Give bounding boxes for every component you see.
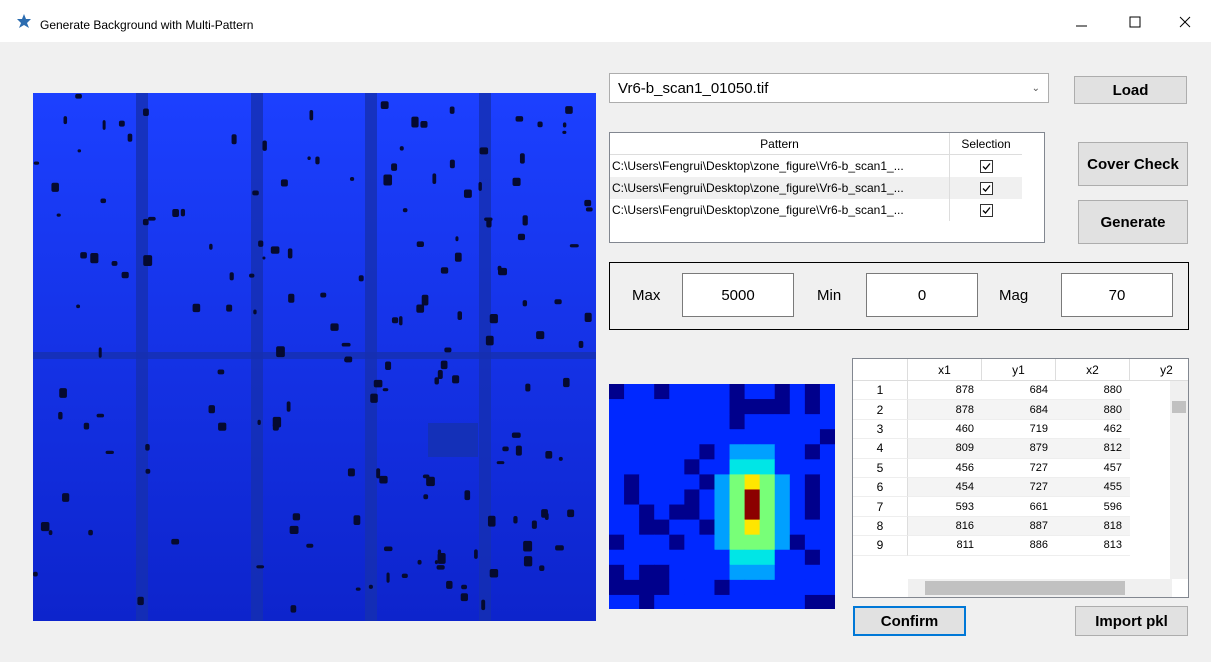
coord-cell: 809 (908, 439, 982, 458)
file-name: Vr6-b_scan1_01050.tif (618, 80, 768, 97)
pattern-path: C:\Users\Fengrui\Desktop\zone_figure\Vr6… (610, 177, 950, 199)
pattern-path: C:\Users\Fengrui\Desktop\zone_figure\Vr6… (610, 155, 950, 177)
coord-cell: 462 (1056, 420, 1130, 439)
coord-cell: 878 (908, 381, 982, 400)
coord-cell: 879 (982, 439, 1056, 458)
selection-checkbox[interactable] (950, 199, 1022, 221)
row-index: 6 (853, 478, 908, 497)
row-index: 4 (853, 439, 908, 458)
cover-check-button[interactable]: Cover Check (1078, 142, 1188, 186)
row-index: 5 (853, 459, 908, 478)
coord-cell: 813 (1056, 536, 1130, 555)
coord-cell: 727 (982, 478, 1056, 497)
pattern-path: C:\Users\Fengrui\Desktop\zone_figure\Vr6… (610, 199, 950, 221)
coord-cell: 454 (908, 478, 982, 497)
coord-cell: 727 (982, 459, 1056, 478)
row-index: 1 (853, 381, 908, 400)
selection-checkbox[interactable] (950, 177, 1022, 199)
coord-cell: 880 (1056, 381, 1130, 400)
mag-label: Mag (999, 287, 1028, 304)
generate-button[interactable]: Generate (1078, 200, 1188, 244)
coord-cell: 811 (908, 536, 982, 555)
coord-cell: 886 (982, 536, 1056, 555)
column-header: y2 (1130, 359, 1189, 381)
window-title: Generate Background with Multi-Pattern (40, 18, 253, 32)
row-index: 7 (853, 497, 908, 516)
coord-cell: 460 (908, 420, 982, 439)
coord-cell: 887 (982, 517, 1056, 536)
row-index: 9 (853, 536, 908, 555)
title-bar: Generate Background with Multi-Pattern (0, 0, 1211, 42)
coord-cell: 880 (1056, 400, 1130, 419)
column-header: y1 (982, 359, 1056, 381)
coord-cell: 684 (982, 381, 1056, 400)
coord-cell: 818 (1056, 517, 1130, 536)
scroll-thumb (1172, 401, 1186, 413)
range-panel: Max 5000 Min 0 Mag 70 (609, 262, 1189, 330)
selection-header: Selection (950, 133, 1022, 155)
coord-cell: 457 (1056, 459, 1130, 478)
column-header: x1 (908, 359, 982, 381)
row-index: 8 (853, 517, 908, 536)
import-pkl-button[interactable]: Import pkl (1075, 606, 1188, 636)
pattern-heatmap (609, 384, 835, 609)
coord-cell: 812 (1056, 439, 1130, 458)
max-input[interactable]: 5000 (682, 273, 794, 317)
coord-cell: 455 (1056, 478, 1130, 497)
coord-cell: 596 (1056, 497, 1130, 516)
window: Generate Background with Multi-Pattern V… (0, 0, 1211, 662)
confirm-button[interactable]: Confirm (853, 606, 966, 636)
app-icon (16, 13, 32, 29)
coord-cell: 593 (908, 497, 982, 516)
corner-header (853, 359, 908, 381)
selection-checkbox[interactable] (950, 155, 1022, 177)
window-controls[interactable] (1070, 12, 1200, 32)
pattern-header: Pattern (610, 133, 950, 155)
load-button[interactable]: Load (1074, 76, 1187, 104)
file-dropdown[interactable]: Vr6-b_scan1_01050.tif ⌄ (609, 73, 1049, 103)
coord-cell: 719 (982, 420, 1056, 439)
column-header: x2 (1056, 359, 1130, 381)
coord-cell: 816 (908, 517, 982, 536)
mag-input[interactable]: 70 (1061, 273, 1173, 317)
coord-cell: 684 (982, 400, 1056, 419)
min-input[interactable]: 0 (866, 273, 978, 317)
h-scroll-thumb (925, 581, 1125, 595)
max-label: Max (632, 287, 660, 304)
row-index: 2 (853, 400, 908, 419)
row-index: 3 (853, 420, 908, 439)
coord-cell: 456 (908, 459, 982, 478)
detector-image (33, 93, 596, 621)
coord-cell: 661 (982, 497, 1056, 516)
coord-cell: 878 (908, 400, 982, 419)
dropdown-arrow: ⌄ (1032, 83, 1040, 94)
min-label: Min (817, 287, 841, 304)
